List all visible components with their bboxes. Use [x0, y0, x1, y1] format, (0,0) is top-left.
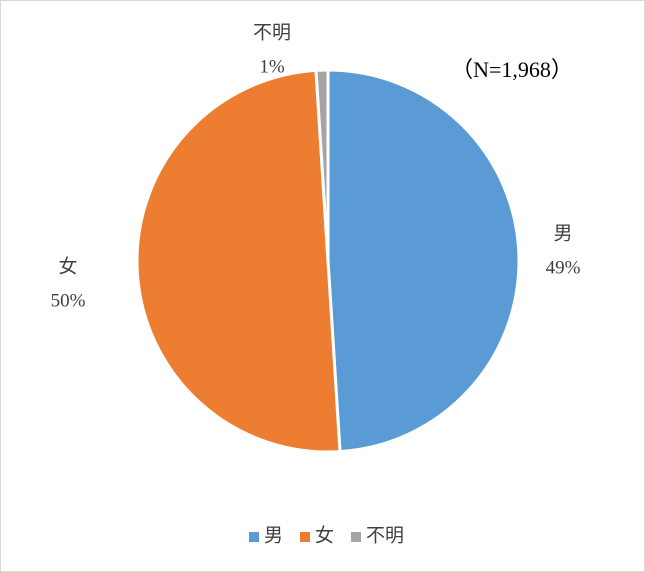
annotation: （N=1,968）: [451, 57, 573, 82]
pie-slice: [135, 68, 342, 454]
legend-label: 男: [264, 525, 283, 546]
slice-category-label: 女: [58, 255, 77, 277]
pie-slice: [314, 68, 330, 262]
legend-swatch: [249, 532, 259, 542]
legend-label: 女: [315, 524, 334, 546]
legend-label: 不明: [366, 525, 404, 546]
legend-swatch: [300, 532, 310, 542]
slice-value-label: 49%: [546, 257, 581, 278]
legend-swatch: [351, 532, 361, 542]
slice-category-label: 不明: [253, 22, 291, 43]
slice-category-label: 男: [553, 223, 572, 244]
slice-value-label: 1%: [259, 56, 285, 77]
pie-slice: [326, 68, 521, 454]
slice-value-label: 50%: [51, 290, 86, 311]
